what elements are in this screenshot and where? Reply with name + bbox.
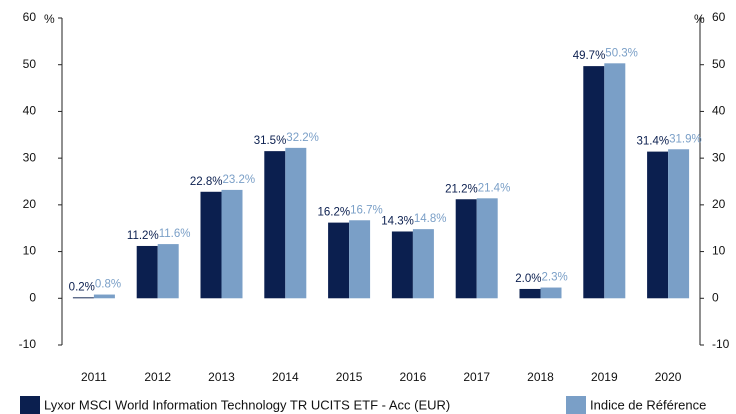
value-label: 11.2% xyxy=(127,230,159,242)
x-tick-label: 2017 xyxy=(463,370,490,384)
value-label: 49.7% xyxy=(573,50,606,62)
bar xyxy=(647,151,669,299)
y2-tick-label: 0 xyxy=(712,290,719,304)
y-tick-label: 50 xyxy=(23,57,37,71)
value-label: 21.4% xyxy=(478,182,511,194)
value-label: 50.3% xyxy=(605,47,638,59)
legend-swatch xyxy=(20,396,40,414)
bar xyxy=(540,287,562,299)
value-label: 31.9% xyxy=(669,133,702,145)
bar xyxy=(264,151,286,299)
x-tick-label: 2011 xyxy=(81,370,107,384)
value-label: 31.5% xyxy=(254,135,287,147)
y2-tick-label: 50 xyxy=(712,57,726,71)
value-label: 22.8% xyxy=(190,176,223,188)
x-tick-label: 2012 xyxy=(144,370,171,384)
x-tick-label: 2020 xyxy=(655,370,682,384)
y-tick-label: -10 xyxy=(19,337,37,351)
bar xyxy=(391,231,413,299)
value-label: 2.0% xyxy=(515,273,541,285)
value-label: 32.2% xyxy=(286,132,319,144)
bar xyxy=(328,222,350,299)
y-tick-label: 10 xyxy=(23,244,37,258)
x-tick-label: 2013 xyxy=(208,370,235,384)
x-tick-label: 2015 xyxy=(336,370,363,384)
value-label: 0.2% xyxy=(69,281,95,293)
bar xyxy=(476,198,498,299)
value-label: 21.2% xyxy=(445,183,478,195)
y2-tick-label: -10 xyxy=(712,337,730,351)
value-label: 16.2% xyxy=(317,207,350,219)
legend-swatch xyxy=(566,396,586,414)
x-tick-label: 2019 xyxy=(591,370,618,384)
legend-label: Indice de Référence xyxy=(590,397,706,412)
y2-tick-label: 10 xyxy=(712,244,726,258)
x-tick-label: 2018 xyxy=(527,370,554,384)
bar xyxy=(583,66,605,299)
bar xyxy=(157,244,179,299)
legend-label: Lyxor MSCI World Information Technology … xyxy=(44,397,450,412)
bar xyxy=(412,229,434,299)
y2-tick-label: 30 xyxy=(712,150,726,164)
value-label: 2.3% xyxy=(542,272,568,284)
bar xyxy=(93,294,115,299)
bar xyxy=(349,220,371,299)
y-tick-label: 60 xyxy=(23,10,37,24)
bar xyxy=(668,149,690,299)
y-tick-label: 30 xyxy=(23,150,37,164)
bar xyxy=(72,297,94,299)
bar xyxy=(604,63,626,299)
y2-tick-label: 60 xyxy=(712,10,726,24)
y-tick-label: 40 xyxy=(23,104,37,118)
bar xyxy=(519,288,541,299)
bar xyxy=(285,147,307,299)
value-label: 31.4% xyxy=(636,136,669,148)
x-tick-label: 2016 xyxy=(400,370,427,384)
y2-tick-label: 20 xyxy=(712,197,726,211)
value-label: 16.7% xyxy=(350,204,383,216)
bar xyxy=(200,191,222,299)
bar xyxy=(455,199,477,299)
y2-tick-label: 40 xyxy=(712,104,726,118)
value-label: 14.3% xyxy=(381,216,414,228)
y-tick-label: 0 xyxy=(29,290,36,304)
y-unit: % xyxy=(44,12,55,26)
value-label: 11.6% xyxy=(159,228,191,240)
value-label: 0.8% xyxy=(95,279,121,291)
bar xyxy=(136,245,158,299)
x-tick-label: 2014 xyxy=(272,370,299,384)
value-label: 23.2% xyxy=(223,174,256,186)
y-tick-label: 20 xyxy=(23,197,37,211)
bar xyxy=(221,189,243,299)
value-label: 14.8% xyxy=(414,213,447,225)
